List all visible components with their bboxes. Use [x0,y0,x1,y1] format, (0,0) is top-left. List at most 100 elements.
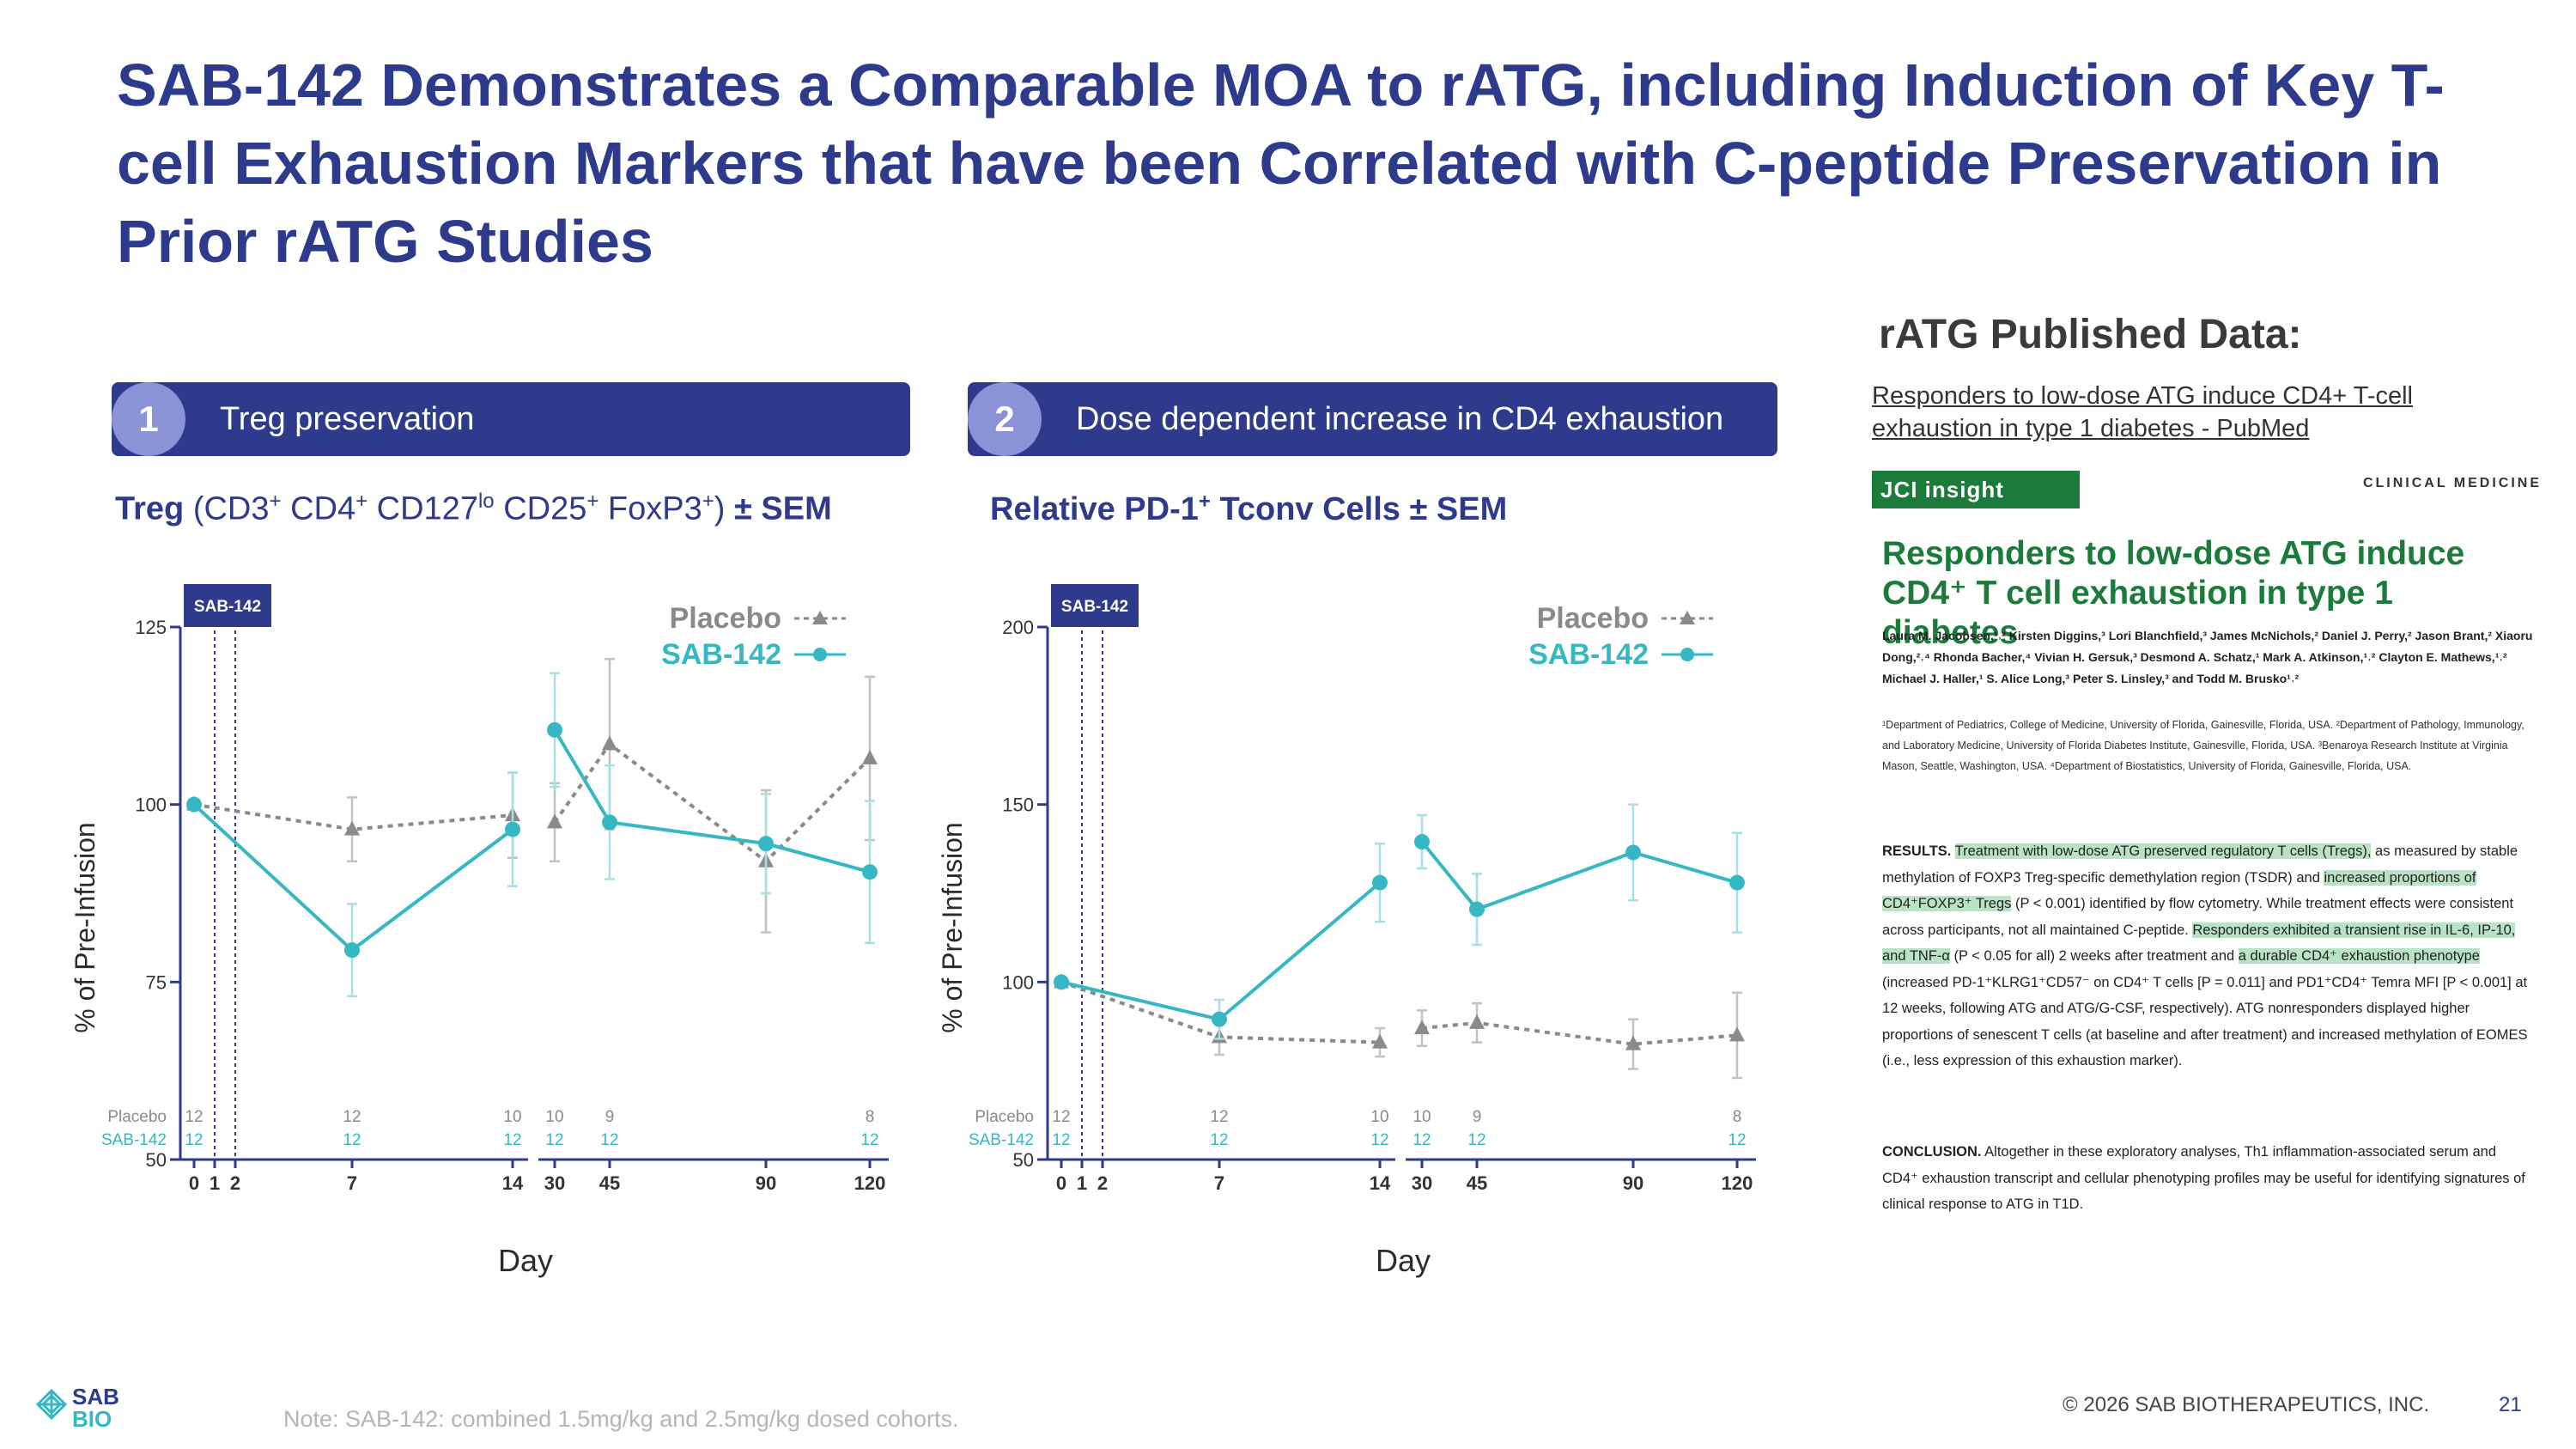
x-tick-label: 1 [210,1172,220,1194]
panel-number-1: 1 [112,382,185,456]
data-point [1372,874,1388,891]
dosing-label: SAB-142 [1061,598,1128,616]
n-value: 12 [1210,1108,1228,1126]
n-row-label: SAB-142 [969,1131,1034,1149]
n-value: 9 [1473,1108,1482,1126]
x-tick-label: 7 [347,1172,357,1194]
series-line [1420,840,1738,911]
n-value: 10 [545,1108,563,1126]
legend-marker [1680,611,1695,624]
data-point [344,942,360,959]
data-point [1414,1020,1430,1035]
chart-title-pd1: Relative PD-1+ Tconv Cells ± SEM [990,490,1508,527]
page-number: 21 [2499,1393,2522,1416]
y-tick-label: 125 [135,617,167,638]
n-value: 10 [503,1108,521,1126]
x-axis-label-treg: Day [498,1243,554,1278]
panel-header-treg: 1 Treg preservation [112,382,910,456]
page-title: SAB-142 Demonstrates a Comparable MOA to… [117,52,2445,275]
n-value: 12 [1052,1131,1070,1149]
panel-label-exhaustion: Dose dependent increase in CD4 exhaustio… [1076,401,1724,437]
journal-logo: JCI insight [1872,471,2080,508]
n-value: 8 [1733,1108,1742,1126]
data-point [547,813,562,829]
paper-title: Responders to low-dose ATG induce CD4⁺ T… [1882,535,2465,651]
pubmed-link[interactable]: Responders to low-dose ATG induce CD4+ T… [1872,382,2413,442]
panel-number-2: 2 [968,382,1042,456]
x-tick-label: 2 [1097,1172,1108,1194]
y-tick-label: 150 [1002,795,1034,816]
legend-label: SAB-142 [1528,638,1649,671]
n-row-label: Placebo [975,1108,1034,1126]
copyright: © 2026 SAB BIOTHERAPEUTICS, INC. [2063,1393,2430,1416]
dosing-badge [184,584,271,627]
x-tick-label: 90 [756,1172,776,1194]
series-line [553,728,871,874]
data-point [1625,844,1641,861]
sab-bio-logo: SAB BIO [35,1384,119,1430]
data-point [602,735,617,751]
y-tick-label: 75 [146,971,167,993]
data-point [186,796,202,813]
data-point [344,820,360,836]
n-value: 12 [1052,1108,1070,1126]
x-tick-label: 90 [1623,1172,1643,1194]
y-tick-label: 100 [1002,971,1034,993]
paper-authors: Laura M. Jacobsen,¹˒² Kirsten Diggins,³ … [1882,629,2533,685]
x-tick-label: 0 [1056,1172,1066,1194]
paper-results: RESULTS. Treatment with low-dose ATG pre… [1882,843,2528,1068]
data-point [505,821,520,837]
n-value: 12 [1467,1131,1485,1149]
data-point [862,749,878,764]
x-tick-label: 45 [1467,1172,1487,1194]
chart-pd1: 50 100 150 200 % of Pre-Infusion 0 1 2 7 14 30 45 90… [937,584,1756,1194]
n-value: 12 [185,1131,203,1149]
y-axis-label: % of Pre-Infusion [70,822,100,1032]
n-value: 12 [185,1108,203,1126]
x-tick-label: 2 [230,1172,240,1194]
n-value: 12 [343,1108,361,1126]
n-row-label: Placebo [107,1108,167,1126]
n-value: 12 [1728,1131,1746,1149]
x-tick-label: 7 [1214,1172,1224,1194]
y-axis-label: % of Pre-Infusion [937,822,968,1032]
paper-affiliations: ¹Department of Pediatrics, College of Me… [1882,719,2524,772]
x-tick-label: 120 [1722,1172,1753,1194]
x-tick-label: 120 [854,1172,886,1194]
data-point [547,721,562,738]
n-value: 12 [600,1131,618,1149]
x-tick-label: 45 [599,1172,620,1194]
legend-marker [1680,648,1694,661]
data-point [602,814,617,831]
x-tick-label: 30 [544,1172,565,1194]
legend-label: Placebo [1537,602,1649,635]
x-tick-label: 30 [1412,1172,1432,1194]
x-tick-label: 14 [502,1172,524,1194]
panel-header-exhaustion: 2 Dose dependent increase in CD4 exhaust… [968,382,1777,456]
y-tick-label: 50 [146,1149,167,1171]
n-value: 10 [1370,1108,1388,1126]
data-point [1729,1026,1745,1042]
y-tick-label: 100 [135,795,167,816]
n-value: 12 [1370,1131,1388,1149]
legend-marker [813,648,827,661]
published-data-heading: rATG Published Data: [1879,312,2302,357]
data-point [1414,834,1430,850]
y-tick-label: 200 [1002,617,1034,638]
series-line [553,741,872,864]
dosing-badge [1051,584,1139,627]
n-value: 12 [1413,1131,1431,1149]
series-line [193,802,513,831]
x-tick-label: 14 [1370,1172,1391,1194]
n-value: 12 [343,1131,361,1149]
n-value: 12 [503,1131,521,1149]
paper-excerpt: JCI insight CLINICAL MEDICINE Responders… [1872,464,2542,1237]
n-value: 9 [605,1108,615,1126]
data-point [758,836,774,852]
svg-text:BIO: BIO [72,1406,112,1430]
n-value: 8 [866,1108,875,1126]
legend-marker [812,611,828,624]
dosing-label: SAB-142 [194,598,261,616]
y-tick-label: 50 [1013,1149,1034,1171]
panel-label-treg: Treg preservation [220,401,475,437]
